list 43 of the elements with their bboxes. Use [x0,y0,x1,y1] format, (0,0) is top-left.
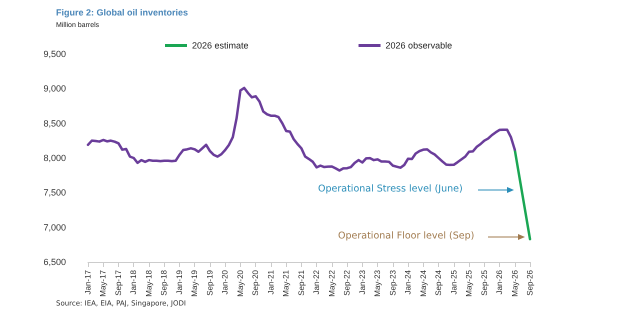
x-tick-label: Jan-18 [129,269,138,294]
x-tick-label: Jan-23 [358,269,367,294]
x-tick-label: Sep-19 [205,269,214,296]
x-tick-label: May-21 [282,269,291,297]
x-tick-label: May-20 [236,269,245,297]
x-tick-label: May-22 [327,269,336,297]
annotation: Operational Stress level (June) [318,184,463,194]
x-tick-label: Jan-24 [404,269,413,294]
x-tick-label: Jan-26 [495,269,504,294]
y-tick-label: 8,500 [43,118,66,128]
x-tick-label: Jan-22 [312,269,322,294]
x-tick-label: Sep-21 [296,269,306,296]
chart-title: Figure 2: Global oil inventories [56,8,188,18]
x-tick-label: Jan-19 [174,269,184,294]
x-tick-label: Sep-17 [114,269,123,296]
x-tick-label: Sep-23 [388,269,398,296]
line-series [86,86,516,172]
x-tick-label: May-17 [98,269,108,297]
x-tick-label: May-23 [373,269,382,297]
y-tick-label: 9,000 [43,84,66,94]
x-tick-label: May-26 [510,269,520,297]
x-tick-label: Jan-20 [220,269,230,294]
x-tick-label: Sep-22 [342,269,352,296]
x-tick-label: May-18 [144,269,154,297]
x-tick-label: May-24 [418,269,428,297]
legend-label: 2026 observable [386,40,452,50]
y-tick-label: 9,500 [43,49,66,59]
x-tick-label: Sep-18 [160,269,169,296]
y-tick-label: 6,500 [43,257,66,267]
x-tick-label: May-19 [190,269,200,297]
x-tick-label: Sep-20 [251,269,260,296]
x-tick-label: Sep-26 [526,269,534,296]
x-tick-label: Sep-25 [480,269,489,296]
x-tick-label: May-25 [464,269,474,297]
x-tick-label: Jan-21 [266,269,276,294]
legend-label: 2026 estimate [192,40,249,50]
y-tick-label: 8,000 [43,153,66,163]
y-tick-label: 7,500 [43,188,66,198]
x-tick-label: Sep-24 [434,269,444,296]
x-tick-label: Jan-25 [449,269,458,294]
y-tick-label: 7,000 [43,222,66,232]
x-tick-label: Jan-17 [84,269,92,294]
annotation: Operational Floor level (Sep) [338,230,474,242]
